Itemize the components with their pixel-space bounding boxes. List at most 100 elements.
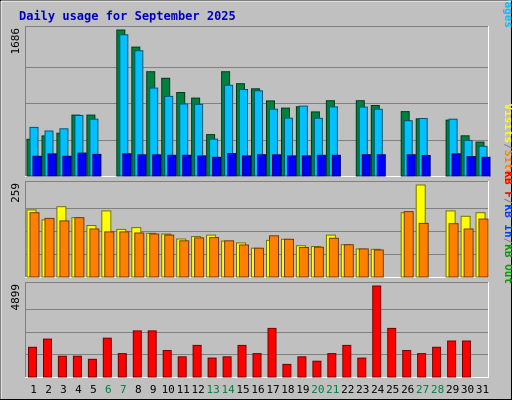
- bar-kb-f-day-14: [222, 356, 232, 378]
- x-tick-label-7: 7: [120, 383, 127, 396]
- bar-kb-f-day-11: [177, 356, 187, 378]
- bar-pages-day-3: [62, 155, 72, 177]
- bar-pages-day-4: [77, 152, 87, 177]
- bar-pages-day-10: [167, 154, 177, 177]
- bar-pages-day-7: [122, 153, 132, 177]
- bar-kb-f-day-29: [447, 340, 457, 378]
- bar-pages-day-1: [32, 155, 42, 177]
- bar-kb-f-day-27: [417, 353, 427, 378]
- bar-sites-day-4: [74, 217, 85, 278]
- bar-sites-day-14: [224, 240, 235, 278]
- bar-sites-day-15: [239, 244, 249, 278]
- x-tick-label-22: 22: [341, 383, 354, 396]
- x-tick-label-6: 6: [105, 383, 112, 396]
- bar-kb-f-day-19: [297, 356, 307, 378]
- x-tick-label-8: 8: [135, 383, 142, 396]
- bar-kb-f-day-5: [87, 358, 97, 378]
- bar-kb-f-day-8: [132, 330, 142, 378]
- bar-kb-f-day-1: [28, 346, 37, 378]
- bar-kb-f-day-22: [342, 344, 352, 378]
- x-tick-label-2: 2: [45, 383, 52, 396]
- x-tick-label-15: 15: [236, 383, 249, 396]
- bar-kb-f-day-17: [267, 327, 277, 378]
- bar-pages-day-13: [212, 156, 222, 177]
- bar-pages-day-31: [481, 156, 491, 177]
- bar-kb-f-day-9: [147, 330, 157, 378]
- series-legend: KB F/KB In/KB Out: [502, 171, 512, 284]
- bar-sites-day-5: [89, 228, 100, 278]
- series-legend: Hits/Files/Pages: [502, 0, 512, 28]
- bar-pages-day-17: [272, 154, 281, 177]
- bar-kb-f-day-23: [357, 357, 367, 378]
- bar-pages-day-8: [137, 154, 147, 177]
- bar-pages-day-24: [376, 154, 386, 177]
- bar-sites-day-16: [254, 247, 264, 278]
- bar-pages-day-11: [182, 154, 192, 177]
- bar-kb-f-day-16: [252, 353, 262, 378]
- y-max-label: 259: [9, 183, 22, 203]
- legend-label-4: KB Out: [502, 244, 512, 284]
- bar-pages-day-19: [301, 155, 311, 177]
- bar-sites-day-11: [179, 240, 190, 278]
- x-tick-label-29: 29: [446, 383, 459, 396]
- x-tick-label-19: 19: [296, 383, 309, 396]
- legend-label-1: /: [502, 198, 512, 205]
- x-tick-label-28: 28: [431, 383, 444, 396]
- x-tick-label-17: 17: [266, 383, 279, 396]
- bars-visits: [26, 184, 489, 278]
- bar-kb-f-day-10: [162, 350, 172, 378]
- y-max-label: 4899: [9, 284, 22, 311]
- bar-sites-day-13: [209, 237, 220, 278]
- x-tick-label-14: 14: [221, 383, 235, 396]
- bar-sites-day-2: [44, 217, 55, 278]
- bar-pages-day-2: [47, 153, 57, 177]
- bar-sites-day-19: [298, 247, 309, 278]
- bar-pages-day-29: [451, 153, 461, 177]
- x-tick-label-21: 21: [326, 383, 339, 396]
- x-tick-label-16: 16: [251, 383, 264, 396]
- x-tick-label-11: 11: [177, 383, 190, 396]
- bar-kb-f-day-6: [102, 337, 112, 378]
- legend-label-0: KB F: [502, 171, 512, 198]
- bar-kb-f-day-18: [282, 363, 292, 378]
- bar-kb-f-day-30: [462, 340, 471, 378]
- x-tick-label-4: 4: [75, 383, 82, 396]
- bar-kb-f-day-26: [402, 350, 412, 378]
- chart-panels: 1686 Hits/Files/Pages 259 Visits/Sites 4899 K…: [9, 0, 512, 378]
- bar-sites-day-1: [29, 212, 40, 278]
- x-tick-label-26: 26: [401, 383, 414, 396]
- bar-pages-day-16: [257, 154, 266, 177]
- bar-sites-day-10: [164, 234, 175, 278]
- x-tick-label-13: 13: [206, 383, 219, 396]
- legend-label-1: /: [502, 143, 512, 150]
- bar-pages-day-9: [152, 154, 162, 177]
- bars-kbytes: [28, 285, 471, 378]
- bar-kb-f-day-12: [192, 344, 202, 378]
- bar-sites-day-7: [119, 231, 130, 278]
- x-tick-label-25: 25: [386, 383, 399, 396]
- legend-label-0: Visits: [502, 104, 512, 144]
- bar-pages-day-18: [287, 155, 296, 177]
- bar-sites-day-9: [149, 233, 160, 278]
- x-tick-label-9: 9: [150, 383, 157, 396]
- series-legend: Visits/Sites: [502, 104, 512, 184]
- bar-sites-day-23: [358, 248, 369, 278]
- y-max-label: 1686: [9, 28, 22, 55]
- bar-sites-day-29: [448, 223, 459, 278]
- legend-label-2: KB In: [502, 205, 512, 238]
- bar-pages-day-12: [197, 155, 207, 177]
- bar-sites-day-6: [104, 231, 115, 278]
- bar-sites-day-30: [463, 228, 474, 278]
- bar-pages-day-23: [361, 154, 371, 177]
- bar-kb-f-day-3: [57, 355, 67, 378]
- bar-kb-f-day-2: [43, 338, 52, 378]
- x-tick-label-18: 18: [281, 383, 294, 396]
- bar-pages-day-5: [92, 153, 102, 177]
- bar-sites-day-31: [478, 218, 489, 278]
- bars-hits: [26, 29, 491, 177]
- x-tick-label-24: 24: [371, 383, 385, 396]
- bar-sites-day-8: [134, 232, 145, 278]
- panel-hits: 1686 Hits/Files/Pages: [9, 0, 512, 177]
